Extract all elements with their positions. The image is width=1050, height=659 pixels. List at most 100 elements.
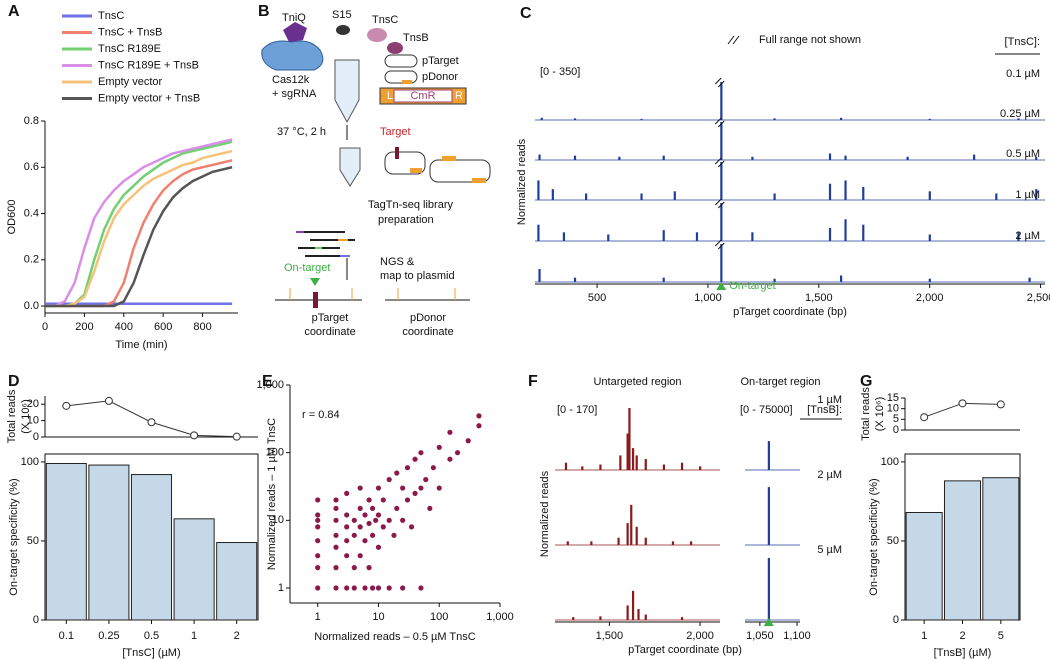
point: [380, 524, 386, 530]
point: [404, 465, 411, 471]
y-tick-label: 5: [893, 413, 899, 425]
label: On-target: [284, 262, 330, 274]
plasmid: [429, 159, 491, 183]
point: [386, 585, 392, 591]
reads: [296, 231, 355, 257]
peak: [1017, 118, 1020, 120]
peak: [644, 614, 647, 620]
legend-label: TnsC R189E: [98, 43, 161, 55]
peak: [573, 277, 577, 282]
point: [315, 538, 321, 544]
point: [315, 517, 321, 523]
x-tick-label: 0.25: [98, 630, 119, 642]
x-axis-label: Time (min): [115, 339, 167, 351]
peak: [538, 154, 541, 160]
peak: [928, 278, 931, 282]
point: [315, 512, 321, 518]
x-tick-label: 2,000: [916, 292, 944, 304]
peak: [973, 154, 976, 160]
point: [315, 497, 321, 503]
donor-mark: [410, 168, 422, 173]
peak: [562, 232, 566, 241]
peak: [537, 224, 540, 241]
point: [232, 432, 241, 441]
x-tick-label: 0: [42, 321, 48, 333]
label: NGS &: [380, 256, 415, 268]
break-symbol: [714, 239, 725, 250]
x-tick-label: 1,050: [746, 630, 774, 642]
y-tick-label: 1,000: [256, 379, 284, 391]
track-label: 0.5 µM: [1006, 148, 1040, 160]
peak: [680, 462, 684, 470]
point: [418, 585, 424, 591]
point: [351, 517, 357, 523]
bar: [45, 462, 87, 621]
point: [394, 505, 400, 512]
peak: [599, 616, 602, 620]
y-tick-label: 0.6: [24, 161, 39, 173]
point: [344, 524, 350, 530]
y-tick-label: 10: [27, 415, 39, 427]
y-tick-label: 50: [887, 535, 899, 547]
peak: [720, 122, 723, 160]
y-tick-label: 0: [893, 614, 899, 626]
y-tick-label: 0: [893, 424, 899, 436]
peak: [1035, 189, 1038, 200]
peak: [619, 455, 622, 470]
point: [404, 497, 411, 503]
x-tick-label: 0.5: [144, 630, 159, 642]
legend-label: Empty vector: [98, 76, 163, 88]
y-tick-label: 10: [887, 403, 899, 415]
peak: [828, 153, 832, 160]
peak: [844, 219, 847, 241]
peak: [1028, 277, 1031, 282]
y-tick-label: 0.2: [24, 254, 39, 266]
point: [400, 585, 406, 591]
peak: [640, 193, 643, 200]
series-line: [45, 166, 233, 308]
point: [362, 585, 368, 591]
peak: [662, 464, 665, 470]
peak: [630, 504, 633, 545]
on-target-marker: [310, 278, 320, 286]
peak: [844, 180, 847, 200]
peak: [607, 234, 610, 241]
panel-label: B: [258, 3, 270, 20]
point: [476, 423, 482, 429]
y-axis-label: OD600: [6, 200, 18, 235]
tnsc-shape: [367, 28, 387, 42]
peak: [699, 466, 702, 470]
point: [386, 476, 392, 483]
legend-label: TnsC R189E + TnsB: [98, 59, 199, 71]
peak: [840, 117, 843, 120]
label: TnsB: [403, 32, 429, 44]
bar: [982, 477, 1020, 621]
x-axis-label: Normalized reads – 0.5 µM TnsC: [314, 631, 475, 643]
label: coordinate: [402, 326, 453, 338]
point: [333, 585, 339, 591]
annotation: On-target: [729, 280, 775, 292]
cmr-box: [393, 89, 453, 103]
peak: [617, 537, 620, 545]
x-tick-label: 1,500: [805, 292, 833, 304]
peak: [928, 191, 931, 200]
peak: [599, 464, 602, 470]
label: R: [455, 90, 463, 102]
peak: [1035, 156, 1038, 160]
x-tick-label: 2,500: [1027, 292, 1050, 304]
x-tick-label: 1: [315, 611, 321, 623]
peak: [767, 441, 770, 470]
peak: [720, 203, 723, 241]
range-label: [0 - 75000]: [740, 404, 793, 416]
annotation: r = 0.84: [302, 409, 340, 421]
point: [333, 505, 339, 512]
point: [104, 396, 113, 405]
s15-shape: [336, 25, 350, 35]
cassette-mark: [402, 80, 412, 84]
y-tick-label: 100: [881, 456, 899, 468]
peak: [590, 541, 593, 545]
bar: [943, 480, 982, 621]
point: [380, 497, 386, 503]
y-axis-label: On-target specificity (%): [8, 478, 20, 595]
peak: [626, 523, 629, 545]
